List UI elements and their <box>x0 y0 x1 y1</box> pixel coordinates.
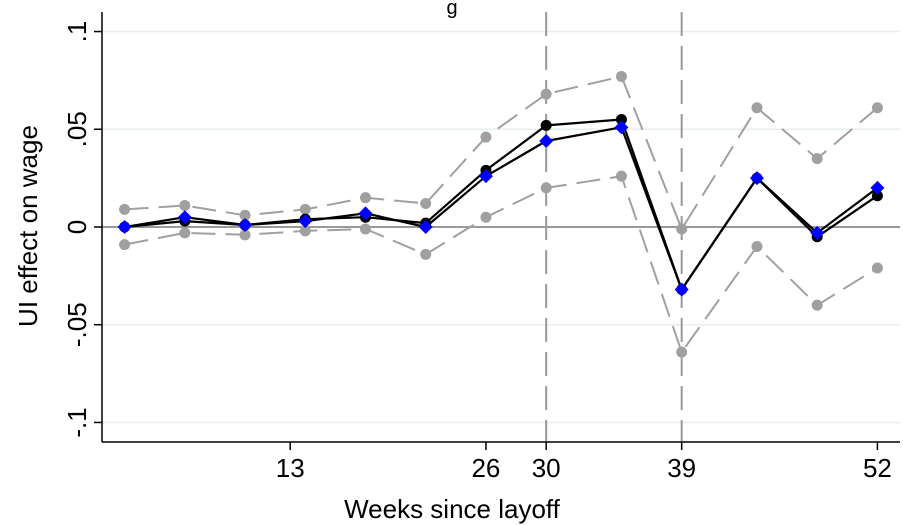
point-blue-diamond-10 <box>749 171 764 186</box>
point-ci-upper-6 <box>480 131 492 143</box>
y-tick-label-3: .05 <box>62 111 92 147</box>
axes: -.1 -.05 0 .05 .1 13 26 30 39 52 <box>62 12 900 483</box>
point-ci-upper-1 <box>179 200 191 211</box>
y-tick-label-0: -.1 <box>62 407 92 437</box>
point-ci-lower-11 <box>811 299 823 311</box>
x-tick-label-3: 39 <box>667 453 696 483</box>
reference-lines <box>102 12 900 442</box>
point-ci-upper-0 <box>119 203 131 215</box>
point-ci-lower-1 <box>179 227 191 239</box>
point-blue-diamond-0 <box>117 220 132 234</box>
point-blue-diamond-4 <box>358 206 373 221</box>
point-ci-upper-11 <box>811 153 823 165</box>
point-ci-upper-10 <box>751 102 763 114</box>
point-blue-diamond-3 <box>298 214 313 229</box>
point-blue-diamond-6 <box>478 169 493 184</box>
point-ci-lower-9 <box>676 346 688 358</box>
point-blue-diamond-7 <box>539 134 554 148</box>
point-ci-lower-7 <box>540 182 552 194</box>
x-tick-label-4: 52 <box>863 453 892 483</box>
point-blue-diamond-1 <box>177 210 192 225</box>
point-ci-upper-7 <box>540 88 552 100</box>
chart-title: g <box>446 0 457 19</box>
point-blue-diamond-12 <box>870 180 885 195</box>
series-line-black-circle <box>124 118 879 291</box>
y-axis-title: UI effect on wage <box>13 125 43 327</box>
point-ci-lower-5 <box>420 248 432 260</box>
point-black-circle-8 <box>615 114 627 125</box>
point-ci-upper-4 <box>359 192 371 204</box>
point-ci-lower-3 <box>299 225 311 237</box>
series-line-blue-diamond <box>124 126 879 291</box>
point-black-circle-7 <box>540 119 552 131</box>
x-axis-title: Weeks since layoff <box>344 494 561 524</box>
point-ci-lower-4 <box>359 223 371 235</box>
y-tick-label-2: 0 <box>62 220 92 234</box>
point-ci-upper-2 <box>239 209 251 221</box>
point-ci-lower-0 <box>119 239 131 251</box>
point-ci-lower-8 <box>615 170 627 182</box>
point-ci-lower-10 <box>751 241 763 253</box>
point-blue-diamond-5 <box>418 220 433 234</box>
x-tick-label-0: 13 <box>276 453 305 483</box>
point-ci-upper-5 <box>420 198 432 210</box>
series-group <box>117 71 885 358</box>
x-tick-label-2: 30 <box>532 453 561 483</box>
gridlines <box>102 30 900 424</box>
series-line-ci-lower <box>124 175 878 354</box>
point-ci-lower-12 <box>871 262 883 274</box>
x-tick-label-1: 26 <box>471 453 500 483</box>
point-blue-diamond-2 <box>238 218 253 233</box>
point-ci-lower-2 <box>239 229 251 241</box>
point-ci-lower-6 <box>480 211 492 223</box>
y-tick-label-4: .1 <box>62 21 92 43</box>
point-ci-upper-8 <box>615 71 627 82</box>
y-tick-label-1: -.05 <box>62 302 92 347</box>
point-blue-diamond-8 <box>614 120 629 135</box>
point-ci-upper-3 <box>299 203 311 215</box>
point-blue-diamond-11 <box>810 225 825 240</box>
point-ci-upper-12 <box>871 102 883 114</box>
series-line-ci-upper <box>124 75 879 230</box>
point-black-circle-12 <box>871 190 883 202</box>
point-ci-upper-9 <box>676 223 688 235</box>
point-blue-diamond-9 <box>674 282 689 297</box>
